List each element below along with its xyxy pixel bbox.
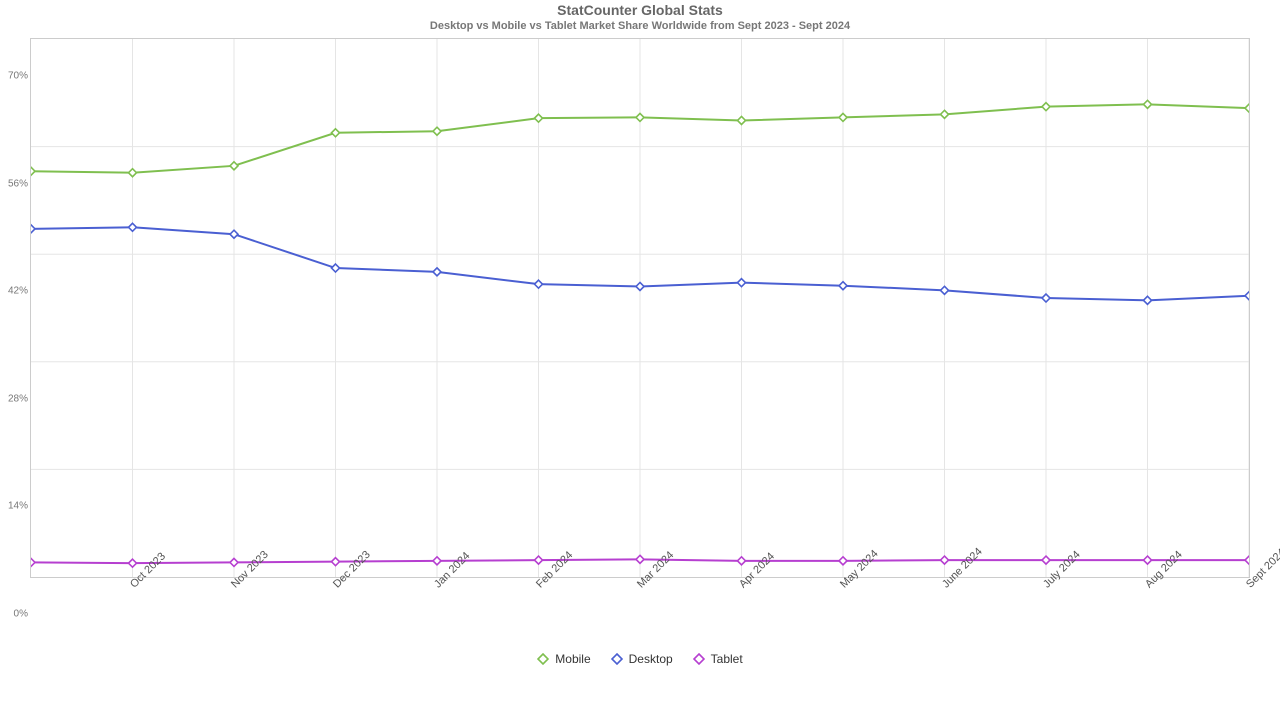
y-tick-label: 42% — [8, 286, 28, 297]
legend-swatch-icon — [693, 653, 705, 665]
legend-swatch-icon — [611, 653, 623, 665]
legend-item-tablet[interactable]: Tablet — [693, 652, 743, 666]
chart-subtitle: Desktop vs Mobile vs Tablet Market Share… — [0, 20, 1280, 32]
legend-label: Desktop — [629, 652, 673, 666]
y-tick-label: 14% — [8, 501, 28, 512]
legend-item-mobile[interactable]: Mobile — [537, 652, 590, 666]
chart-svg — [31, 39, 1249, 577]
y-tick-label: 70% — [8, 71, 28, 82]
legend-label: Tablet — [711, 652, 743, 666]
y-tick-label: 56% — [8, 178, 28, 189]
chart-title: StatCounter Global Stats — [0, 2, 1280, 18]
legend-label: Mobile — [555, 652, 590, 666]
plot-area — [30, 38, 1250, 578]
chart-legend: Mobile Desktop Tablet — [0, 652, 1280, 668]
legend-swatch-icon — [537, 653, 549, 665]
y-tick-label: 28% — [8, 393, 28, 404]
y-tick-label: 0% — [14, 609, 28, 620]
legend-item-desktop[interactable]: Desktop — [611, 652, 673, 666]
chart-container: StatCounter Global Stats Desktop vs Mobi… — [0, 0, 1280, 720]
